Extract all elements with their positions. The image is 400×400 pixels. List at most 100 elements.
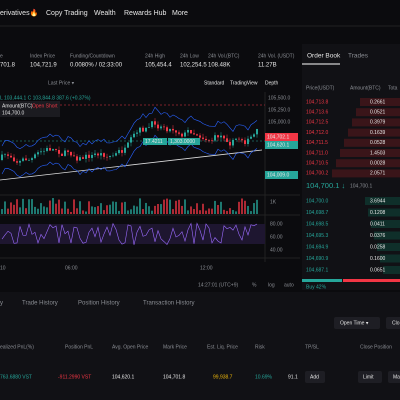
volume-bar [220,201,222,214]
candle-body [145,127,147,132]
candle-body [46,148,48,151]
column-header: Risk [255,344,265,350]
volume-bar [49,200,51,214]
price-axis-label: 105,250.0 [268,107,290,113]
order-tag-box [0,101,60,117]
close-all[interactable]: Clo [392,320,400,326]
candle-body [103,153,105,157]
candle-body [232,139,234,146]
candle-body [166,127,168,132]
scale-option[interactable]: auto [284,282,294,288]
volume-bar [211,208,213,214]
volume-bar [25,208,27,214]
candle-body [238,138,240,140]
candle-body [157,124,159,129]
position-tab[interactable]: y [0,301,3,307]
view-tab[interactable]: Standard [204,80,225,86]
mark-price: 104,700.1 [350,183,372,189]
ask-amount: 0.0528 [370,140,386,146]
volume-bar [97,206,99,214]
volume-bar [196,203,198,214]
nav-item[interactable]: Rewards Hub [124,10,167,17]
price-tag: 104,009.0 [267,172,289,178]
candle-body [220,135,222,138]
position-tab[interactable]: Trade History [22,301,58,307]
scale-option[interactable]: log [268,282,275,288]
nav-item[interactable]: More [172,10,188,17]
candle-body [13,157,15,162]
candle-body [112,155,114,157]
view-tab[interactable]: TradingView [230,80,258,86]
candle-body [139,127,141,133]
bid-price: 104,694.9 [306,244,328,250]
price-tag-box [265,171,298,179]
candle-body [199,135,201,138]
book-tab[interactable]: Trades [348,53,369,60]
price-tag-box [265,133,298,141]
nav-item[interactable]: Wealth [94,10,116,17]
position-tab[interactable]: Transaction History [143,301,194,307]
candle-body [52,149,54,151]
candle-body [184,132,186,137]
stat-label: 24h Vol.(BTC) [208,53,240,59]
candle-body [118,150,120,154]
stat-label: 24h High [145,53,165,59]
action-button [388,371,400,383]
cell: 99,938.7 [213,374,233,380]
candle-body [22,158,24,161]
volume-bar [241,198,243,214]
volume-bar [112,201,114,214]
cell: 91.1 [288,374,298,380]
candle-body [235,138,237,140]
stat-value: 108.48K [208,63,230,69]
column-header: Close Position [360,344,392,350]
action[interactable]: Add [310,374,319,380]
ask-price: 104,710.5 [306,161,328,167]
candle-body [40,151,42,153]
volume-bar [16,199,18,214]
candle-body [121,150,123,153]
volume-bar [106,205,108,214]
candle-body [196,134,198,136]
action[interactable]: Mark [393,374,400,380]
volume-bar [40,203,42,214]
volume-bar [85,211,87,214]
column-header: Est. Liq. Price [207,344,238,350]
cell: 104,620.1 [112,374,134,380]
ask-depth [352,118,400,127]
price-selector[interactable]: Last Price ▾ [48,80,75,86]
ask-depth [356,108,400,117]
volume-bar [190,206,192,214]
ask-depth [332,169,400,178]
sort-button[interactable] [334,317,380,329]
volume-bar [178,199,180,214]
candle-body [127,142,129,148]
nav-item[interactable]: Copy Trading [46,10,88,17]
scale-option[interactable]: % [252,282,257,288]
ask-depth [348,128,400,137]
book-tab[interactable]: Order Book [307,53,341,60]
volume-bar [187,210,189,214]
sort[interactable]: Open Time ▾ [340,320,369,326]
volume-bar [139,198,141,214]
price-tag: 104,702.1 [267,134,289,140]
candle-body [226,138,228,142]
clock: 14:27:01 (UTC+9) [198,282,238,288]
price-axis-label: 105,000.0 [268,119,290,125]
texts: erivatives🔥 Copy Trading Wealth Rewards Hub… [0,8,400,383]
volume-bar [46,207,48,214]
candle-body [37,152,39,155]
volume-bar [94,207,96,214]
candle-body [250,136,252,139]
view-tab[interactable]: Depth [265,80,279,86]
volume-bar [115,201,117,214]
action[interactable]: Limit [363,374,374,380]
volume-bar [79,201,81,214]
cell: 104,701.8 [163,374,185,380]
position-tab[interactable]: Position History [78,301,120,307]
volume-bar [223,209,225,214]
volume-bar [34,206,36,214]
nav-item[interactable]: erivatives🔥 [0,8,38,17]
bid-depth [377,243,400,251]
stat-label: 24h Vol. (USDT) [258,53,295,59]
